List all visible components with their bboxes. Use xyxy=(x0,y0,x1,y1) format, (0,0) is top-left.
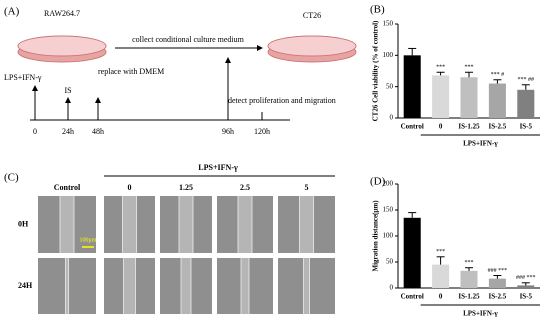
scratch xyxy=(65,258,69,314)
x-tick-label: IS-2.5 xyxy=(489,293,507,301)
y-axis-label: Migration distance(μm) xyxy=(372,200,380,272)
group-label: LPS+IFN-γ xyxy=(198,163,238,172)
column-label: 2.5 xyxy=(240,183,250,192)
significance: *** xyxy=(436,249,445,255)
scratch xyxy=(238,196,252,253)
significance: *** ## xyxy=(518,77,535,83)
x-tick-label: 0 xyxy=(439,293,443,301)
dish-label: RAW264.7 xyxy=(44,9,80,18)
bar xyxy=(488,278,506,288)
panel-label: (B) xyxy=(370,4,385,16)
y-tick-label: 0 xyxy=(390,284,394,292)
group-label: LPS+IFN-γ xyxy=(463,310,498,318)
y-tick-label: 0 xyxy=(390,114,394,122)
scratch xyxy=(299,196,314,253)
y-tick-label: 100 xyxy=(383,232,394,240)
y-tick-label: 100 xyxy=(383,51,394,59)
significance: *** xyxy=(465,65,474,71)
y-tick-label: 50 xyxy=(386,82,394,90)
y-tick-label: 200 xyxy=(383,180,394,188)
panel-label: (D) xyxy=(370,176,386,188)
x-tick-label: 0 xyxy=(439,123,443,131)
y-tick-label: 50 xyxy=(386,258,394,266)
y-tick-label: 150 xyxy=(383,20,394,28)
significance: *** # xyxy=(491,72,505,78)
time-label: 24h xyxy=(62,127,74,136)
bar xyxy=(488,83,506,118)
dish-label: CT26 xyxy=(303,11,321,20)
bar xyxy=(517,89,535,118)
y-axis-label: CT26 Cell viability (% of control) xyxy=(372,20,380,121)
scratch xyxy=(122,196,137,253)
scratch xyxy=(241,258,249,314)
scratch xyxy=(179,196,193,253)
row-label: 0H xyxy=(18,219,29,228)
y-tick-label: 150 xyxy=(383,206,394,214)
significance: ### *** xyxy=(488,268,508,274)
bar xyxy=(460,270,478,288)
scratch xyxy=(303,258,310,314)
dish xyxy=(17,35,107,63)
bar xyxy=(517,285,535,288)
column-label: Control xyxy=(54,183,81,192)
x-tick-label: Control xyxy=(401,123,424,131)
x-tick-label: IS-1.25 xyxy=(458,293,480,301)
significance: ### *** xyxy=(516,275,536,281)
step-label: LPS+IFN-γ xyxy=(4,73,42,82)
step-label: IS xyxy=(64,86,71,95)
row-label: 24H xyxy=(18,281,33,290)
time-label: 0 xyxy=(33,127,37,136)
x-tick-label: IS-2.5 xyxy=(489,123,507,131)
bar xyxy=(460,77,478,118)
step-label: detect proliferation and migration xyxy=(228,96,336,105)
significance: *** xyxy=(465,260,474,266)
time-label: 120h xyxy=(254,127,270,136)
bar xyxy=(432,264,450,288)
group-label: LPS+IFN-γ xyxy=(463,140,498,148)
dish xyxy=(267,35,357,63)
column-label: 5 xyxy=(305,183,309,192)
column-label: 0 xyxy=(128,183,132,192)
scratch xyxy=(60,196,74,253)
bar xyxy=(403,55,421,118)
time-label: 96h xyxy=(222,127,234,136)
x-tick-label: IS-5 xyxy=(520,123,533,131)
scratch xyxy=(123,258,136,314)
step-label: collect conditional culture medium xyxy=(132,35,245,44)
x-tick-label: IS-1.25 xyxy=(458,123,480,131)
step-label: replace with DMEM xyxy=(98,67,164,76)
x-tick-label: Control xyxy=(401,293,424,301)
significance: *** xyxy=(436,65,445,71)
bar xyxy=(403,217,421,288)
panel-label: (C) xyxy=(4,172,19,184)
time-label: 48h xyxy=(92,127,104,136)
column-label: 1.25 xyxy=(179,183,193,192)
x-tick-label: IS-5 xyxy=(520,293,533,301)
panel-label: (A) xyxy=(4,6,20,18)
bar xyxy=(432,75,450,118)
scratch xyxy=(181,258,191,314)
scale-label: 100μm xyxy=(80,237,97,243)
